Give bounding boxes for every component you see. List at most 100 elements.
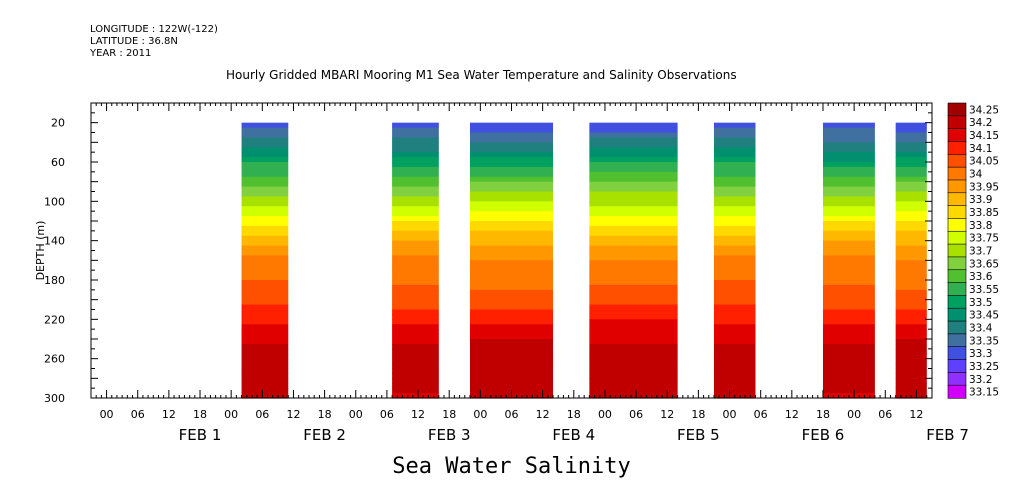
salinity-cell <box>241 176 289 183</box>
colorbar-swatch <box>947 269 967 284</box>
salinity-cell <box>392 176 439 183</box>
salinity-cell <box>822 186 875 193</box>
salinity-cell <box>392 294 439 301</box>
colorbar-label: 33.15 <box>969 387 999 399</box>
salinity-cell <box>469 260 554 266</box>
x-hour-label: 12 <box>411 408 425 421</box>
salinity-cell <box>392 191 439 198</box>
salinity-cell <box>895 270 927 276</box>
salinity-cell <box>392 221 439 227</box>
salinity-cell <box>713 383 756 389</box>
salinity-cell <box>713 171 756 178</box>
salinity-cell <box>469 157 554 163</box>
salinity-cell <box>241 348 289 355</box>
salinity-cell <box>241 388 289 394</box>
salinity-cell <box>713 309 756 316</box>
x-hour-label: 12 <box>785 408 799 421</box>
salinity-cell <box>589 304 678 311</box>
salinity-cell <box>469 186 554 193</box>
salinity-cell <box>392 245 439 252</box>
salinity-cell <box>241 368 289 375</box>
salinity-cell <box>895 373 927 379</box>
salinity-cell <box>589 388 678 394</box>
longitude-label: LONGITUDE : 122W(-122) <box>90 24 218 35</box>
salinity-cell <box>822 157 875 163</box>
x-hour-label: 06 <box>878 408 892 421</box>
salinity-cell <box>822 373 875 379</box>
salinity-cell <box>713 280 756 286</box>
salinity-cell <box>895 235 927 242</box>
salinity-cell <box>469 240 554 247</box>
salinity-cell <box>469 299 554 306</box>
salinity-cell <box>241 314 289 320</box>
salinity-cell <box>469 225 554 232</box>
salinity-cell <box>589 147 678 153</box>
salinity-cell <box>895 240 927 247</box>
x-hour-label: 00 <box>598 408 612 421</box>
salinity-cell <box>589 284 678 291</box>
salinity-cell <box>895 211 927 217</box>
salinity-cell <box>589 353 678 360</box>
salinity-cell <box>822 260 875 266</box>
salinity-cell <box>241 211 289 217</box>
salinity-cell <box>241 343 289 350</box>
salinity-cell <box>822 275 875 281</box>
salinity-cell <box>469 280 554 286</box>
salinity-cell <box>589 166 678 173</box>
salinity-cell <box>713 230 756 237</box>
salinity-cell <box>895 142 927 148</box>
colorbar-label: 33.45 <box>969 310 999 322</box>
colorbar-label: 33.5 <box>969 297 992 309</box>
salinity-cell <box>241 147 289 153</box>
salinity-cell <box>241 201 289 207</box>
salinity-cell <box>469 358 554 365</box>
x-day-label: FEB 2 <box>303 426 346 444</box>
colorbar-label: 34.1 <box>969 143 992 155</box>
salinity-cell <box>241 166 289 173</box>
salinity-cell <box>392 137 439 143</box>
salinity-cell <box>469 230 554 237</box>
salinity-cell <box>392 275 439 281</box>
salinity-cell <box>392 280 439 286</box>
salinity-cell <box>392 206 439 212</box>
y-axis: 20 60 100 140 180 220 260 300 DEPTH (m) <box>34 102 932 405</box>
salinity-cell <box>822 334 875 340</box>
salinity-cell <box>895 358 927 365</box>
salinity-cell <box>822 270 875 276</box>
salinity-cell <box>822 378 875 384</box>
x-day-label: FEB 3 <box>428 426 471 444</box>
salinity-cell <box>895 304 927 311</box>
salinity-cell <box>241 280 289 286</box>
salinity-cell <box>241 324 289 330</box>
salinity-cell <box>241 240 289 247</box>
salinity-cell <box>469 353 554 360</box>
salinity-cell <box>589 299 678 306</box>
salinity-cell <box>589 260 678 266</box>
salinity-cell <box>895 196 927 202</box>
salinity-cell <box>822 225 875 232</box>
x-hour-label: 12 <box>162 408 176 421</box>
x-day-label: FEB 1 <box>179 426 222 444</box>
salinity-cell <box>469 176 554 183</box>
salinity-cell <box>822 127 875 134</box>
salinity-cell <box>589 319 678 325</box>
salinity-cell <box>822 368 875 375</box>
salinity-cell <box>822 191 875 198</box>
colorbar-swatch <box>947 179 967 194</box>
salinity-cell <box>589 196 678 202</box>
salinity-cell <box>469 250 554 257</box>
salinity-cell <box>822 132 875 139</box>
salinity-cell <box>469 324 554 330</box>
salinity-cell <box>713 284 756 291</box>
salinity-cell <box>895 284 927 291</box>
salinity-cell <box>895 280 927 286</box>
salinity-cell <box>589 373 678 379</box>
data-segment <box>822 122 875 399</box>
salinity-cell <box>822 343 875 350</box>
salinity-cell <box>713 270 756 276</box>
salinity-cell <box>822 196 875 202</box>
salinity-cell <box>713 142 756 148</box>
salinity-cell <box>392 339 439 345</box>
salinity-cell <box>241 353 289 360</box>
salinity-cell <box>469 255 554 261</box>
